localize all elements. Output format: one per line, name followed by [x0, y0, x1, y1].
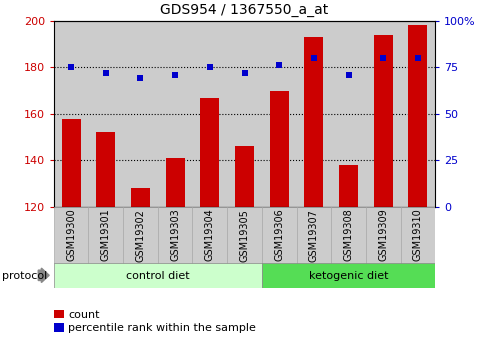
- Point: [379, 55, 386, 61]
- Bar: [365, 21, 400, 207]
- Text: ketogenic diet: ketogenic diet: [308, 271, 387, 280]
- Text: GSM19301: GSM19301: [101, 209, 111, 262]
- Point: [136, 76, 144, 81]
- Bar: [269, 90, 288, 207]
- Point: [309, 55, 317, 61]
- Bar: [54, 207, 88, 264]
- Bar: [123, 21, 158, 207]
- Bar: [192, 207, 227, 264]
- Bar: [261, 21, 296, 207]
- Bar: [296, 207, 330, 264]
- Bar: [54, 263, 261, 288]
- Point: [67, 65, 75, 70]
- Bar: [338, 165, 357, 207]
- Bar: [227, 207, 261, 264]
- Bar: [158, 21, 192, 207]
- Bar: [330, 21, 365, 207]
- Text: GSM19305: GSM19305: [239, 209, 249, 262]
- Bar: [304, 37, 323, 207]
- Bar: [400, 21, 434, 207]
- Legend: count, percentile rank within the sample: count, percentile rank within the sample: [49, 305, 260, 338]
- Text: GSM19300: GSM19300: [66, 209, 76, 262]
- Text: GSM19309: GSM19309: [377, 209, 387, 262]
- Bar: [261, 207, 296, 264]
- Bar: [165, 158, 184, 207]
- Bar: [400, 207, 434, 264]
- Bar: [61, 119, 81, 207]
- FancyArrow shape: [38, 268, 49, 283]
- Text: GSM19310: GSM19310: [412, 209, 422, 262]
- Bar: [373, 35, 392, 207]
- Point: [413, 55, 421, 61]
- Point: [205, 65, 213, 70]
- Bar: [261, 263, 434, 288]
- Bar: [235, 146, 254, 207]
- Bar: [88, 207, 123, 264]
- Point: [240, 70, 248, 76]
- Point: [171, 72, 179, 78]
- Text: GSM19302: GSM19302: [135, 209, 145, 262]
- Text: protocol: protocol: [2, 271, 48, 281]
- Point: [344, 72, 352, 78]
- Bar: [365, 207, 400, 264]
- Bar: [131, 188, 150, 207]
- Bar: [330, 207, 365, 264]
- Bar: [200, 98, 219, 207]
- Point: [102, 70, 109, 76]
- Bar: [88, 21, 123, 207]
- Text: GSM19308: GSM19308: [343, 209, 353, 262]
- Bar: [54, 21, 88, 207]
- Bar: [227, 21, 261, 207]
- Bar: [192, 21, 227, 207]
- Text: GSM19307: GSM19307: [308, 209, 318, 262]
- Bar: [123, 207, 158, 264]
- Text: GSM19306: GSM19306: [274, 209, 284, 262]
- Bar: [296, 21, 330, 207]
- Point: [275, 63, 283, 68]
- Text: GSM19303: GSM19303: [170, 209, 180, 262]
- Title: GDS954 / 1367550_a_at: GDS954 / 1367550_a_at: [160, 3, 328, 17]
- Bar: [407, 25, 427, 207]
- Bar: [158, 207, 192, 264]
- Text: GSM19304: GSM19304: [204, 209, 214, 262]
- Bar: [96, 132, 115, 207]
- Text: control diet: control diet: [126, 271, 189, 280]
